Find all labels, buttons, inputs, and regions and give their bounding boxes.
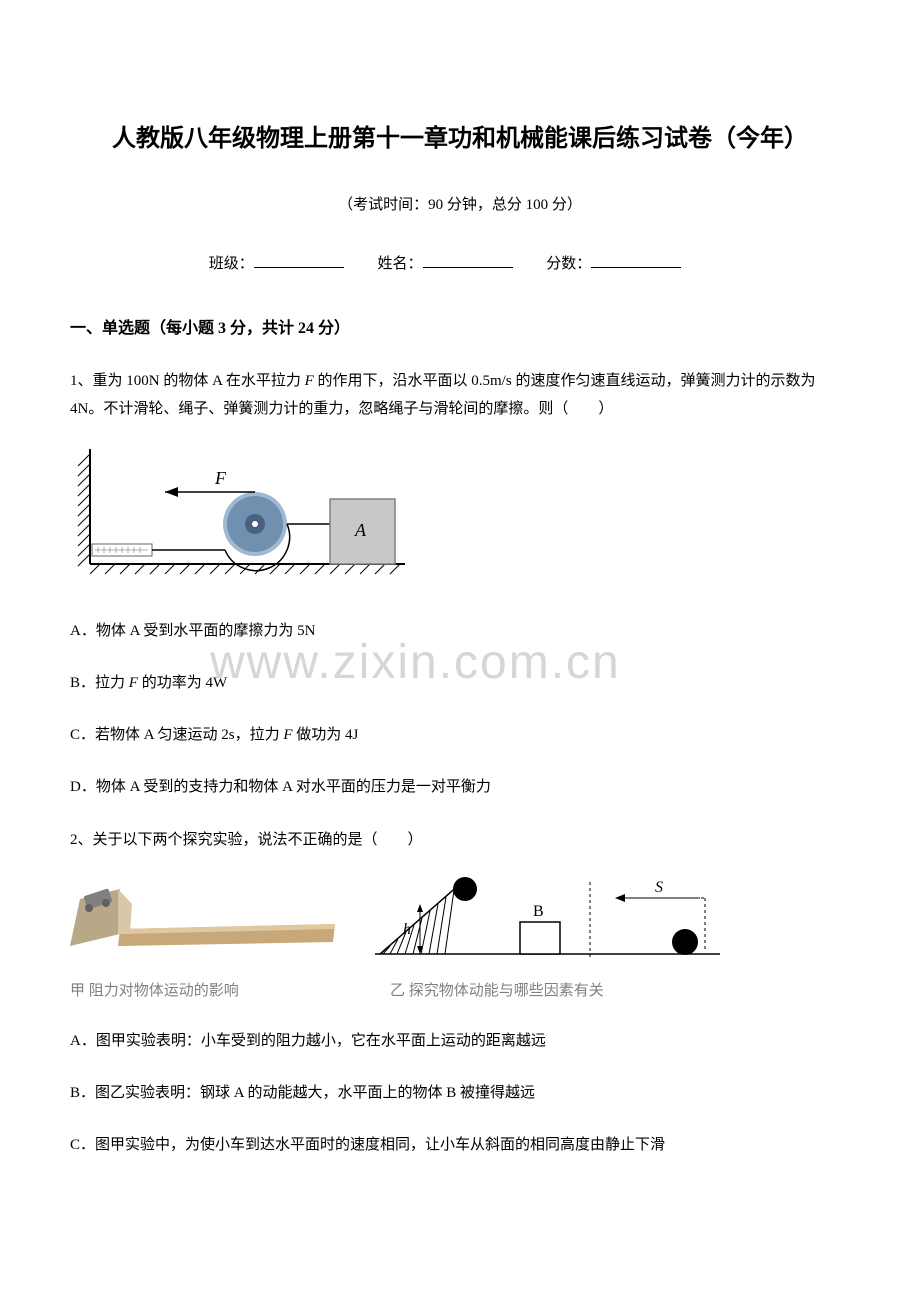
section-header: 一、单选题（每小题 3 分，共计 24 分） [70,316,850,342]
student-info: 班级： 姓名： 分数： [70,252,850,276]
diagram2-s-label: S [655,879,663,896]
q1-f: F [305,373,314,389]
q1-b-before: B．拉力 [70,675,129,691]
diagram2-caption-2: 乙 探究物体动能与哪些因素有关 [390,979,604,1003]
name-label: 姓名： [377,256,422,272]
diagram2-h-label: h [403,921,411,938]
q1-c-after: 做功为 4J [293,727,359,743]
q1-option-d: D．物体 A 受到的支持力和物体 A 对水平面的压力是一对平衡力 [70,774,850,801]
diagram-1-container: F A [70,444,850,593]
content-wrapper: 人教版八年级物理上册第十一章功和机械能课后练习试卷（今年） （考试时间：90 分… [70,120,850,1159]
diagram-2-left [70,874,335,959]
diagram2-caption-1: 甲 阻力对物体运动的影响 [70,979,350,1003]
diagram1-f-label: F [214,468,227,488]
q1-option-b: B．拉力 F 的功率为 4W [70,670,850,697]
question-1: 1、重为 100N 的物体 A 在水平拉力 F 的作用下，沿水平面以 0.5m/… [70,367,850,424]
name-blank [423,267,513,268]
class-label: 班级： [209,256,254,272]
q2-option-c: C．图甲实验中，为使小车到达水平面时的速度相同，让小车从斜面的相同高度由静止下滑 [70,1132,850,1159]
score-blank [591,267,681,268]
question-2: 2、关于以下两个探究实验，说法不正确的是（ ） [70,826,850,855]
q1-option-a: A．物体 A 受到水平面的摩擦力为 5N [70,618,850,645]
class-blank [254,267,344,268]
score-label: 分数： [546,256,591,272]
exam-info: （考试时间：90 分钟，总分 100 分） [70,193,850,217]
diagram2-a-label: A [457,874,469,877]
q1-c-f: F [283,727,292,743]
diagram-2-captions: 甲 阻力对物体运动的影响 乙 探究物体动能与哪些因素有关 [70,979,850,1003]
diagram-2-right: A h B S [365,874,725,969]
q1-option-c: C．若物体 A 匀速运动 2s，拉力 F 做功为 4J [70,722,850,749]
q2-option-a: A．图甲实验表明：小车受到的阻力越小，它在水平面上运动的距离越远 [70,1028,850,1055]
q1-b-after: 的功率为 4W [138,675,227,691]
q2-option-b: B．图乙实验表明：钢球 A 的动能越大，水平面上的物体 B 被撞得越远 [70,1080,850,1107]
q1-text-before: 1、重为 100N 的物体 A 在水平拉力 [70,373,305,389]
diagram-1: F A [70,444,410,584]
q1-b-f: F [129,675,138,691]
diagram-2-container: A h B S [70,874,850,969]
q1-c-before: C．若物体 A 匀速运动 2s，拉力 [70,727,283,743]
diagram2-b-label: B [533,903,544,920]
diagram1-a-label: A [354,520,367,540]
exam-title: 人教版八年级物理上册第十一章功和机械能课后练习试卷（今年） [70,120,850,158]
